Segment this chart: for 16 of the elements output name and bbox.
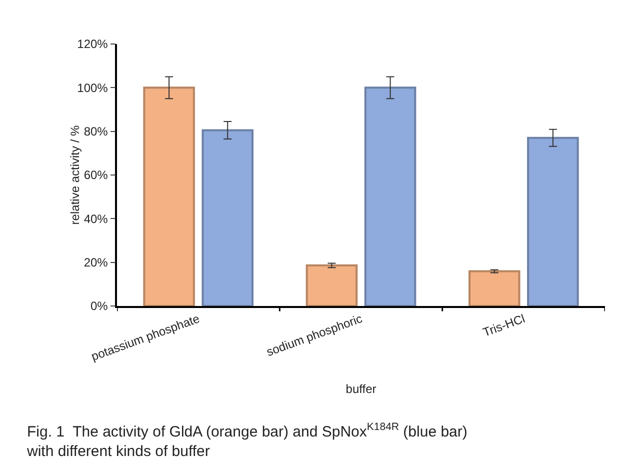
y-tick-label: 40% <box>84 212 108 226</box>
bar <box>306 264 358 306</box>
bar <box>202 129 254 306</box>
y-axis-title: relative activity / % <box>68 124 82 225</box>
x-axis-title: buffer <box>346 382 376 396</box>
y-tick-label: 0% <box>90 299 108 314</box>
bar <box>364 86 416 306</box>
text: Fig. 1 The activity of GldA (orange bar) and SpNox$^{K184R}$ (blue bar) with different kinds of buffer <box>27 421 468 460</box>
bar <box>468 270 520 306</box>
bar <box>527 136 579 306</box>
y-tick-label: 80% <box>84 124 108 139</box>
bar <box>143 86 195 306</box>
y-tick-label: 120% <box>77 37 108 52</box>
y-tick-label: 20% <box>84 256 108 270</box>
y-tick-label: 60% <box>84 168 108 182</box>
y-tick-label: 100% <box>77 80 108 95</box>
